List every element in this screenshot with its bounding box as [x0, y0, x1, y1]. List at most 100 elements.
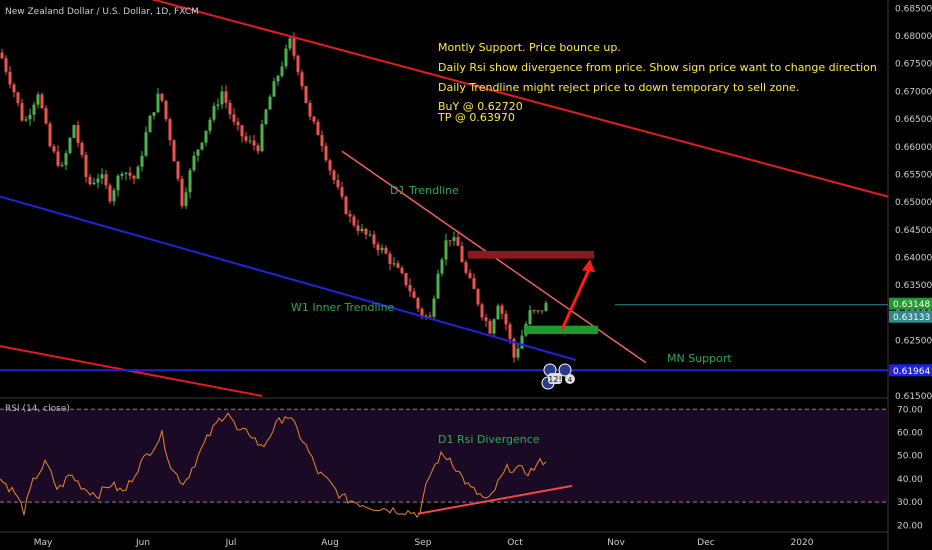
candle-body [288, 38, 292, 49]
candle-body [280, 66, 284, 76]
candle-body [236, 121, 240, 126]
price-axis: 0.68500 0.68000 0.67500 0.67000 0.66500 0.660… [889, 4, 932, 402]
price-tick-label: 0.62500 [895, 337, 932, 347]
candle-body [468, 272, 472, 278]
price-tick-label: 0.64500 [895, 226, 932, 236]
candle-body [292, 38, 296, 56]
candle-body [500, 305, 504, 314]
candle-body [484, 317, 488, 321]
candle-body [380, 247, 384, 251]
candle-body [8, 71, 12, 85]
time-tick-label: May [34, 538, 53, 548]
candle-body [284, 48, 288, 67]
candle-body [116, 175, 120, 191]
candle-body [520, 335, 524, 349]
candle-body [368, 234, 372, 236]
note-monthly-support: Montly Support. Price bounce up. [438, 41, 621, 54]
candle-body [32, 104, 36, 115]
candle-body [76, 125, 80, 143]
candle-body [16, 92, 20, 104]
candle-body [344, 196, 348, 215]
price-label-box [889, 364, 932, 377]
event-badge-small[interactable] [565, 374, 575, 384]
candle-body [516, 348, 520, 358]
candle-body [36, 94, 40, 105]
time-tick-label: Aug [321, 538, 339, 548]
price-tick-label: 0.68500 [895, 4, 932, 14]
candle-body [128, 172, 132, 176]
candle-body [88, 176, 92, 185]
candle-body [124, 172, 128, 174]
price-tick-label: 0.67000 [895, 87, 932, 97]
candle-body [508, 324, 512, 339]
candle-body [232, 114, 236, 122]
w1-inner-trendline [0, 195, 577, 361]
candle-body [376, 244, 380, 251]
candle-body [324, 146, 328, 161]
candle-body [372, 234, 376, 245]
candle-body [144, 132, 148, 156]
rsi-tick-label: 30.00 [897, 498, 923, 508]
red-channel-upper-line [151, 0, 889, 198]
candle-body [240, 125, 244, 137]
price-tick-label: 0.65500 [895, 170, 932, 180]
price-tick-label: 0.63500 [895, 281, 932, 291]
candle-body [80, 142, 84, 155]
rsi-tick-label: 50.00 [897, 452, 923, 462]
candle-body [40, 94, 44, 109]
candle-body [452, 237, 456, 241]
candle-body [168, 119, 172, 141]
candle-body [472, 277, 476, 289]
rsi-divergence-line [417, 484, 573, 515]
price-label-text: 0.61964 [893, 367, 930, 377]
candle-body [172, 140, 176, 162]
candle-body [388, 253, 392, 264]
time-axis: May Jun Jul Aug Sep Oct Nov Dec 2020 [34, 538, 814, 548]
candle-body [176, 161, 180, 179]
candle-body [132, 175, 136, 179]
candle-body [52, 146, 56, 152]
note-buy: BuY @ 0.62720 [438, 100, 523, 113]
d1-trendline-label: D1 Trendline [390, 184, 459, 197]
w1-trendline-label: W1 Inner Trendline [291, 301, 395, 314]
candle-body [256, 145, 260, 152]
price-tick-label: 0.66500 [895, 115, 932, 125]
time-tick-label: Nov [607, 538, 625, 548]
price-tick-label: 0.68000 [895, 32, 932, 42]
candle-body [12, 84, 16, 93]
candle-body [252, 140, 256, 146]
event-count-badge[interactable] [548, 373, 562, 384]
candle-body [300, 72, 304, 87]
price-label-text: 0.63133 [893, 313, 930, 323]
candle-body [92, 182, 96, 185]
candle-body [416, 297, 420, 309]
rsi-line [0, 412, 547, 518]
candle-body [488, 320, 492, 334]
candle-body [200, 142, 204, 150]
time-tick-label: Oct [507, 538, 523, 548]
candle-body [448, 240, 452, 242]
candle-body [100, 174, 104, 179]
event-count-text: 4 [568, 376, 573, 384]
event-badges[interactable]: 12! 4 [541, 363, 575, 390]
time-tick-label: Jul [225, 538, 237, 548]
buy-zone-box [524, 325, 598, 334]
rsi-axis: 70.00 60.00 50.00 40.00 30.00 20.00 [897, 405, 923, 531]
candle-body [112, 190, 116, 202]
candle-body [340, 187, 344, 197]
candle-body [48, 123, 52, 147]
candle-body [532, 310, 536, 312]
candle-body [360, 228, 364, 232]
price-tick-label: 0.67500 [895, 60, 932, 70]
candle-body [512, 338, 516, 358]
candle-body [216, 104, 220, 106]
flag-icon[interactable] [558, 363, 572, 377]
candle-body [456, 237, 460, 246]
candle-body [188, 170, 192, 193]
candle-body [420, 308, 424, 316]
candle-body [260, 124, 264, 152]
rsi-tick-label: 40.00 [897, 475, 923, 485]
candle-body [400, 267, 404, 274]
candle-body [316, 121, 320, 136]
